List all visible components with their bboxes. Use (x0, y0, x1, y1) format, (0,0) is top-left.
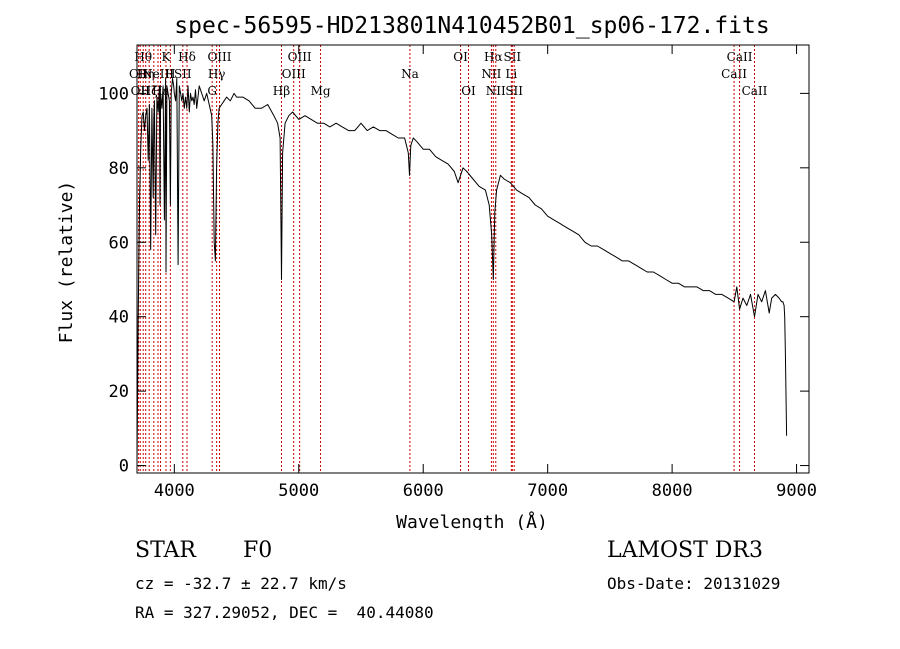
spectral-line-label-16: OIII (282, 67, 306, 81)
y-tick-label-20: 20 (109, 382, 129, 402)
plot-frame (136, 44, 810, 474)
spectral-line-label-22: NII (481, 67, 501, 81)
spectral-line-label-14: OIII (207, 50, 231, 64)
chart-title: spec-56595-HD213801N410452B01_sp06-172.f… (174, 13, 769, 39)
x-tick-label-7000: 7000 (527, 481, 568, 501)
x-axis-label: Wavelength (Å) (396, 511, 548, 530)
spectral-line-label-13: Hγ (208, 67, 226, 81)
spectral-line-label-20: OI (453, 50, 468, 64)
spectral-line-label-27: SII (505, 84, 523, 98)
object-subclass: F0 (243, 538, 273, 563)
y-tick-label-40: 40 (109, 308, 129, 328)
obs-date: Obs-Date: 20131029 (607, 574, 781, 593)
spectral-line-label-25: Li (505, 67, 517, 81)
x-tick-label-9000: 9000 (776, 481, 817, 501)
spectral-line-label-2: Hθ (134, 50, 152, 64)
spectral-line-label-15: Hβ (273, 84, 290, 98)
x-tick-label-8000: 8000 (652, 481, 693, 501)
object-class: STAR (135, 538, 196, 563)
spectrum-series (136, 78, 788, 466)
spectrum-chart: spec-56595-HD213801N410452B01_sp06-172.f… (56, 13, 817, 530)
coordinates: RA = 327.29052, DEC = 40.44080 (135, 603, 434, 622)
spectral-line-label-21: OI (461, 84, 476, 98)
x-tick-label-5000: 5000 (278, 481, 319, 501)
y-axis-label: Flux (relative) (56, 181, 77, 344)
spectral-line-label-8: K (162, 50, 172, 64)
spectral-line-label-28: CaII (721, 67, 747, 81)
y-tick-label-60: 60 (109, 233, 129, 253)
spectral-line-label-9: H (165, 67, 175, 81)
y-tick-label-0: 0 (119, 457, 129, 477)
survey-name: LAMOST DR3 (607, 538, 763, 563)
spectrum-line-0 (136, 78, 788, 466)
x-tick-label-4000: 4000 (154, 481, 195, 501)
spectral-line-label-7: Hε (152, 84, 169, 98)
spectral-line-label-12: G (207, 84, 217, 98)
spectral-line-label-18: Mg (311, 84, 331, 98)
y-tick-label-80: 80 (109, 159, 129, 179)
x-tick-label-6000: 6000 (403, 481, 444, 501)
spectral-line-markers: OIIOIIHθHηHζNeIIIHεKHSIIHδGHγOIIIHβOIIIO… (129, 45, 768, 473)
spectral-line-label-11: Hδ (178, 50, 196, 64)
spectral-line-label-23: Hα (484, 50, 503, 64)
redshift-value: cz = -32.7 ± 22.7 km/s (135, 574, 347, 593)
spectral-line-label-24: NII (486, 84, 506, 98)
spectral-line-label-3: Hη (137, 67, 155, 81)
spectral-line-label-17: OIII (288, 50, 312, 64)
spectral-line-label-19: Na (401, 67, 419, 81)
spectral-line-label-29: CaII (727, 50, 753, 64)
spectral-line-label-26: SII (503, 50, 521, 64)
spectral-line-label-30: CaII (742, 84, 768, 98)
axis-ticks: 4000 5000 6000 7000 8000 9000 0 20 40 60 80 100 (98, 45, 817, 501)
y-tick-label-100: 100 (98, 84, 129, 104)
